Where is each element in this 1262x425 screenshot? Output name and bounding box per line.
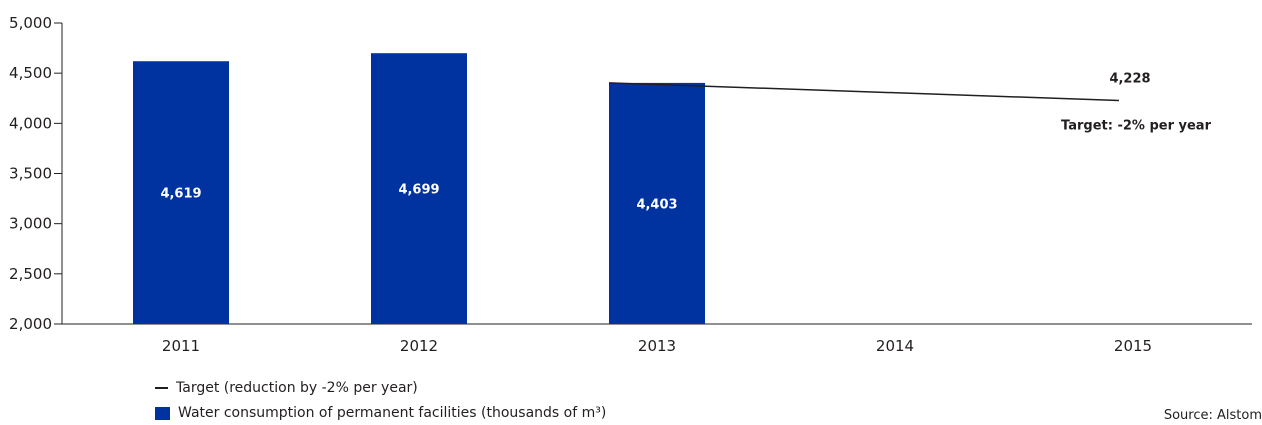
bar <box>609 82 705 324</box>
legend-bar-swatch <box>155 406 170 420</box>
legend-line-swatch <box>155 387 168 389</box>
bar <box>371 53 467 325</box>
x-tick-label: 2015 <box>1114 337 1152 355</box>
y-tick-label: 4,500 <box>9 64 52 82</box>
y-tick-label: 2,500 <box>9 265 52 283</box>
x-tick-label: 2011 <box>162 337 200 355</box>
target-end-label: 4,228 <box>1109 71 1150 86</box>
bar-value-label: 4,699 <box>398 183 439 198</box>
y-tick-label: 5,000 <box>9 14 52 32</box>
legend-label-target: Target (reduction by -2% per year) <box>176 380 418 396</box>
bar-value-label: 4,619 <box>160 187 201 202</box>
x-tick-label: 2014 <box>876 337 914 355</box>
legend-item-target: Target (reduction by -2% per year) <box>155 380 418 396</box>
y-tick-label: 3,000 <box>9 215 52 233</box>
y-tick-label: 2,000 <box>9 315 52 333</box>
water-consumption-chart: 2,000 2,500 3,000 3,500 4,000 4,500 5,000 2011 2… <box>9 14 1252 355</box>
target-annotation: Target: -2% per year <box>1061 118 1212 133</box>
bar-value-label: 4,403 <box>636 197 677 212</box>
y-tick-label: 3,500 <box>9 165 52 183</box>
source-note: Source: Alstom <box>1163 408 1262 423</box>
legend-label-consumption: Water consumption of permanent facilitie… <box>178 405 607 421</box>
x-tick-label: 2013 <box>638 337 676 355</box>
bar <box>133 61 229 325</box>
y-tick-label: 4,000 <box>9 114 52 132</box>
x-tick-label: 2012 <box>400 337 438 355</box>
legend-item-consumption: Water consumption of permanent facilitie… <box>155 405 606 421</box>
target-line <box>608 82 1120 102</box>
